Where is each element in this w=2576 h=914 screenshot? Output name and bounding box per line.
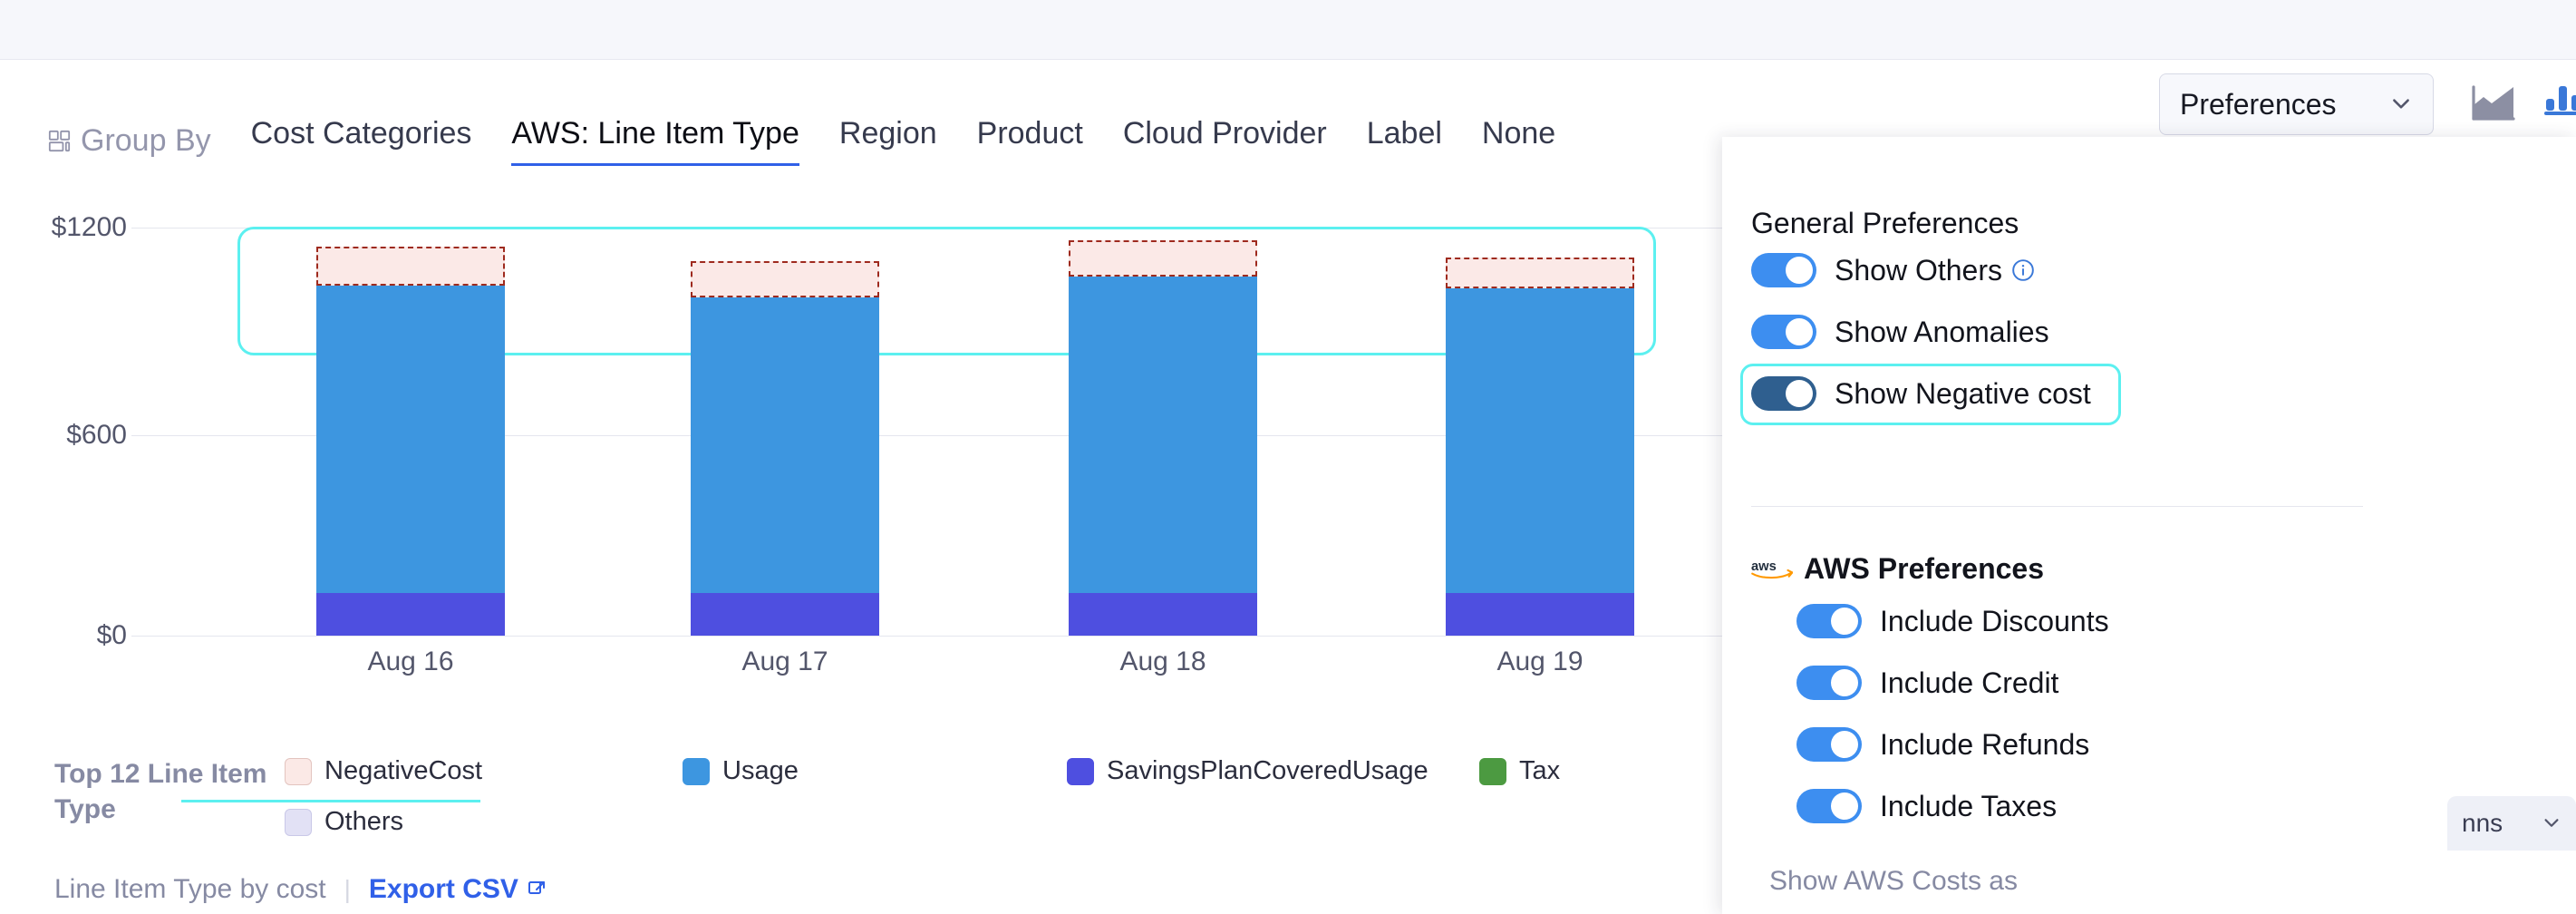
svg-text:aws: aws (1751, 559, 1777, 573)
